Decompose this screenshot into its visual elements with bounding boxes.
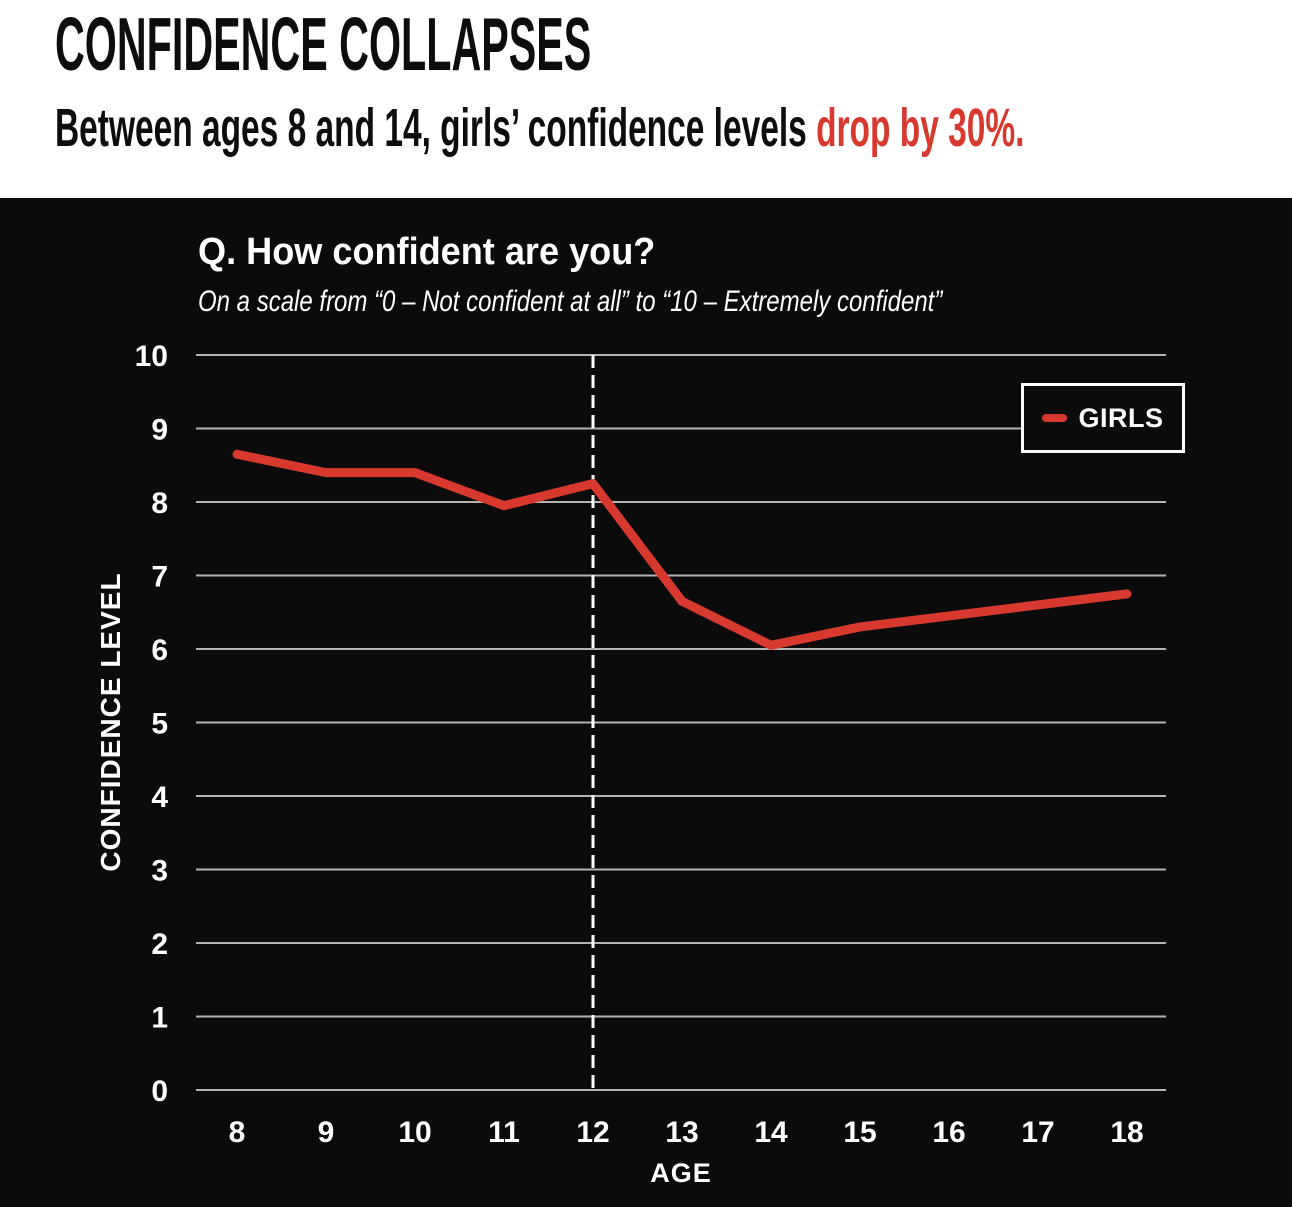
y-axis-title: CONFIDENCE LEVEL (95, 572, 126, 872)
x-tick-label: 13 (665, 1116, 698, 1149)
x-tick-label: 9 (318, 1116, 335, 1149)
x-tick-label: 14 (754, 1116, 788, 1149)
chart-title: Q. How confident are you? (198, 231, 656, 273)
page-title-text: CONFIDENCE COLLAPSES (55, 2, 592, 86)
subtitle-plain: Between ages 8 and 14, girls’ confidence… (55, 98, 817, 158)
y-tick-label: 3 (151, 855, 168, 888)
header: CONFIDENCE COLLAPSES Between ages 8 and … (0, 0, 1292, 198)
chart-panel: 0 1 2 3 4 5 6 7 8 9 10 8 9 10 11 12 13 14 15 16 17 18 Q. How … (0, 198, 1292, 1207)
girls-line (232, 449, 1132, 650)
y-tick-label: 0 (151, 1075, 168, 1108)
y-tick-label: 10 (135, 340, 168, 373)
y-tick-label: 2 (151, 928, 168, 961)
page-subtitle-text: Between ages 8 and 14, girls’ confidence… (55, 101, 1024, 155)
x-tick-label: 10 (398, 1116, 431, 1149)
subtitle-highlight: drop by 30%. (816, 98, 1025, 158)
girls-series-label: GIRLS (1078, 402, 1164, 433)
y-tick-label: 4 (151, 781, 168, 814)
x-tick-label: 8 (229, 1116, 246, 1149)
x-tick-label: 11 (488, 1116, 520, 1149)
x-axis-title: AGE (650, 1158, 712, 1188)
page-subtitle: Between ages 8 and 14, girls’ confidence… (55, 101, 1292, 155)
legend: GIRLS (1021, 383, 1185, 453)
y-tick-label: 7 (151, 561, 168, 594)
y-tick-label: 1 (151, 1002, 168, 1035)
chart-subtitle: On a scale from “0 – Not confident at al… (198, 285, 943, 318)
x-tick-label: 12 (576, 1116, 609, 1149)
y-tick-label: 5 (151, 708, 168, 741)
x-tick-label: 18 (1110, 1116, 1143, 1149)
x-tick-label: 15 (843, 1116, 876, 1149)
y-tick-label: 9 (151, 414, 168, 447)
y-tick-label: 6 (151, 634, 168, 667)
y-tick-label: 8 (151, 487, 168, 520)
x-tick-label: 17 (1021, 1116, 1054, 1149)
page-title: CONFIDENCE COLLAPSES (55, 7, 1030, 82)
x-tick-label: 16 (932, 1116, 965, 1149)
girls-series-marker (1042, 414, 1068, 422)
